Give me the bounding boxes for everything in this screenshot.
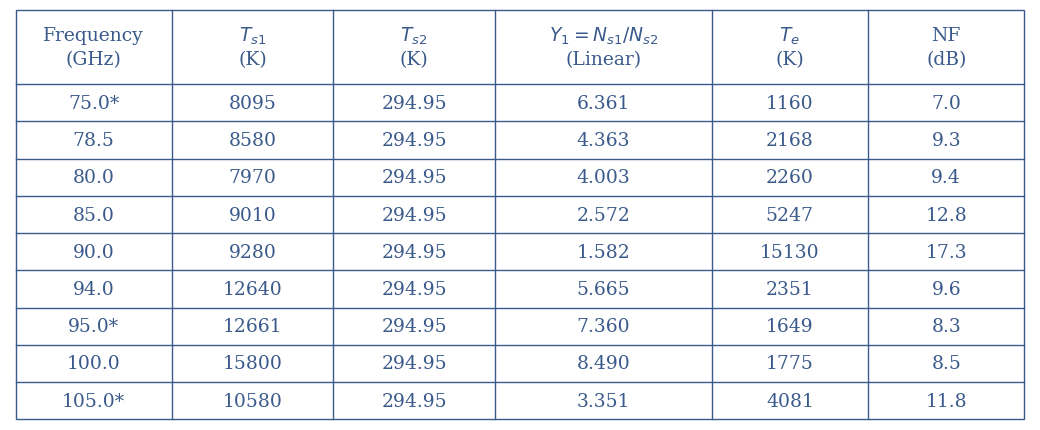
Text: 4.363: 4.363	[576, 132, 630, 150]
Text: 2351: 2351	[766, 280, 813, 298]
Text: 75.0*: 75.0*	[69, 95, 120, 113]
Text: 1649: 1649	[766, 317, 813, 335]
Text: 5.665: 5.665	[576, 280, 630, 298]
Text: 5247: 5247	[765, 206, 814, 224]
Text: 9.6: 9.6	[932, 280, 961, 298]
Text: 9.3: 9.3	[932, 132, 961, 150]
Text: 1160: 1160	[766, 95, 813, 113]
Text: 1.582: 1.582	[576, 243, 630, 261]
Text: 8.490: 8.490	[576, 355, 630, 372]
Text: 294.95: 294.95	[382, 243, 447, 261]
Text: (GHz): (GHz)	[66, 51, 122, 69]
Text: 17.3: 17.3	[926, 243, 967, 261]
Text: 7.0: 7.0	[931, 95, 961, 113]
Text: 15130: 15130	[760, 243, 820, 261]
Text: 100.0: 100.0	[67, 355, 121, 372]
Text: 2260: 2260	[765, 169, 813, 187]
Text: 294.95: 294.95	[382, 317, 447, 335]
Text: 4.003: 4.003	[576, 169, 630, 187]
Text: (dB): (dB)	[926, 51, 966, 69]
Text: 294.95: 294.95	[382, 392, 447, 410]
Text: Frequency: Frequency	[44, 27, 145, 45]
Text: 12661: 12661	[223, 317, 283, 335]
Text: 8.3: 8.3	[932, 317, 961, 335]
Text: 105.0*: 105.0*	[62, 392, 126, 410]
Text: 15800: 15800	[223, 355, 283, 372]
Text: $T_{s1}$: $T_{s1}$	[239, 25, 266, 46]
Text: 7.360: 7.360	[576, 317, 630, 335]
Text: 294.95: 294.95	[382, 132, 447, 150]
Text: 12640: 12640	[223, 280, 283, 298]
Text: 94.0: 94.0	[73, 280, 114, 298]
Text: 10580: 10580	[223, 392, 283, 410]
Text: (K): (K)	[399, 51, 428, 69]
Text: 294.95: 294.95	[382, 169, 447, 187]
Text: 6.361: 6.361	[576, 95, 630, 113]
Text: 8580: 8580	[229, 132, 277, 150]
Text: 1775: 1775	[765, 355, 813, 372]
Text: 90.0: 90.0	[73, 243, 114, 261]
Text: 7970: 7970	[229, 169, 277, 187]
Text: (K): (K)	[238, 51, 267, 69]
Text: (Linear): (Linear)	[565, 51, 642, 69]
Text: 11.8: 11.8	[926, 392, 967, 410]
Text: (K): (K)	[776, 51, 804, 69]
Text: NF: NF	[932, 27, 961, 45]
Text: 294.95: 294.95	[382, 206, 447, 224]
Text: 2168: 2168	[766, 132, 813, 150]
Text: 3.351: 3.351	[576, 392, 630, 410]
Text: 12.8: 12.8	[926, 206, 967, 224]
Text: 8095: 8095	[229, 95, 277, 113]
Text: 294.95: 294.95	[382, 355, 447, 372]
Text: 95.0*: 95.0*	[69, 317, 120, 335]
Text: 80.0: 80.0	[73, 169, 114, 187]
Text: 294.95: 294.95	[382, 280, 447, 298]
Text: 8.5: 8.5	[931, 355, 961, 372]
Text: 78.5: 78.5	[73, 132, 114, 150]
Text: 9280: 9280	[229, 243, 277, 261]
Text: 9.4: 9.4	[932, 169, 961, 187]
Text: 2.572: 2.572	[576, 206, 630, 224]
Text: $T_e$: $T_e$	[779, 25, 801, 46]
Text: 4081: 4081	[765, 392, 813, 410]
Text: $T_{s2}$: $T_{s2}$	[400, 25, 427, 46]
Text: $Y_1 = N_{s1}/N_{s2}$: $Y_1 = N_{s1}/N_{s2}$	[548, 25, 658, 46]
Text: 294.95: 294.95	[382, 95, 447, 113]
Text: 9010: 9010	[229, 206, 277, 224]
Text: 85.0: 85.0	[73, 206, 114, 224]
